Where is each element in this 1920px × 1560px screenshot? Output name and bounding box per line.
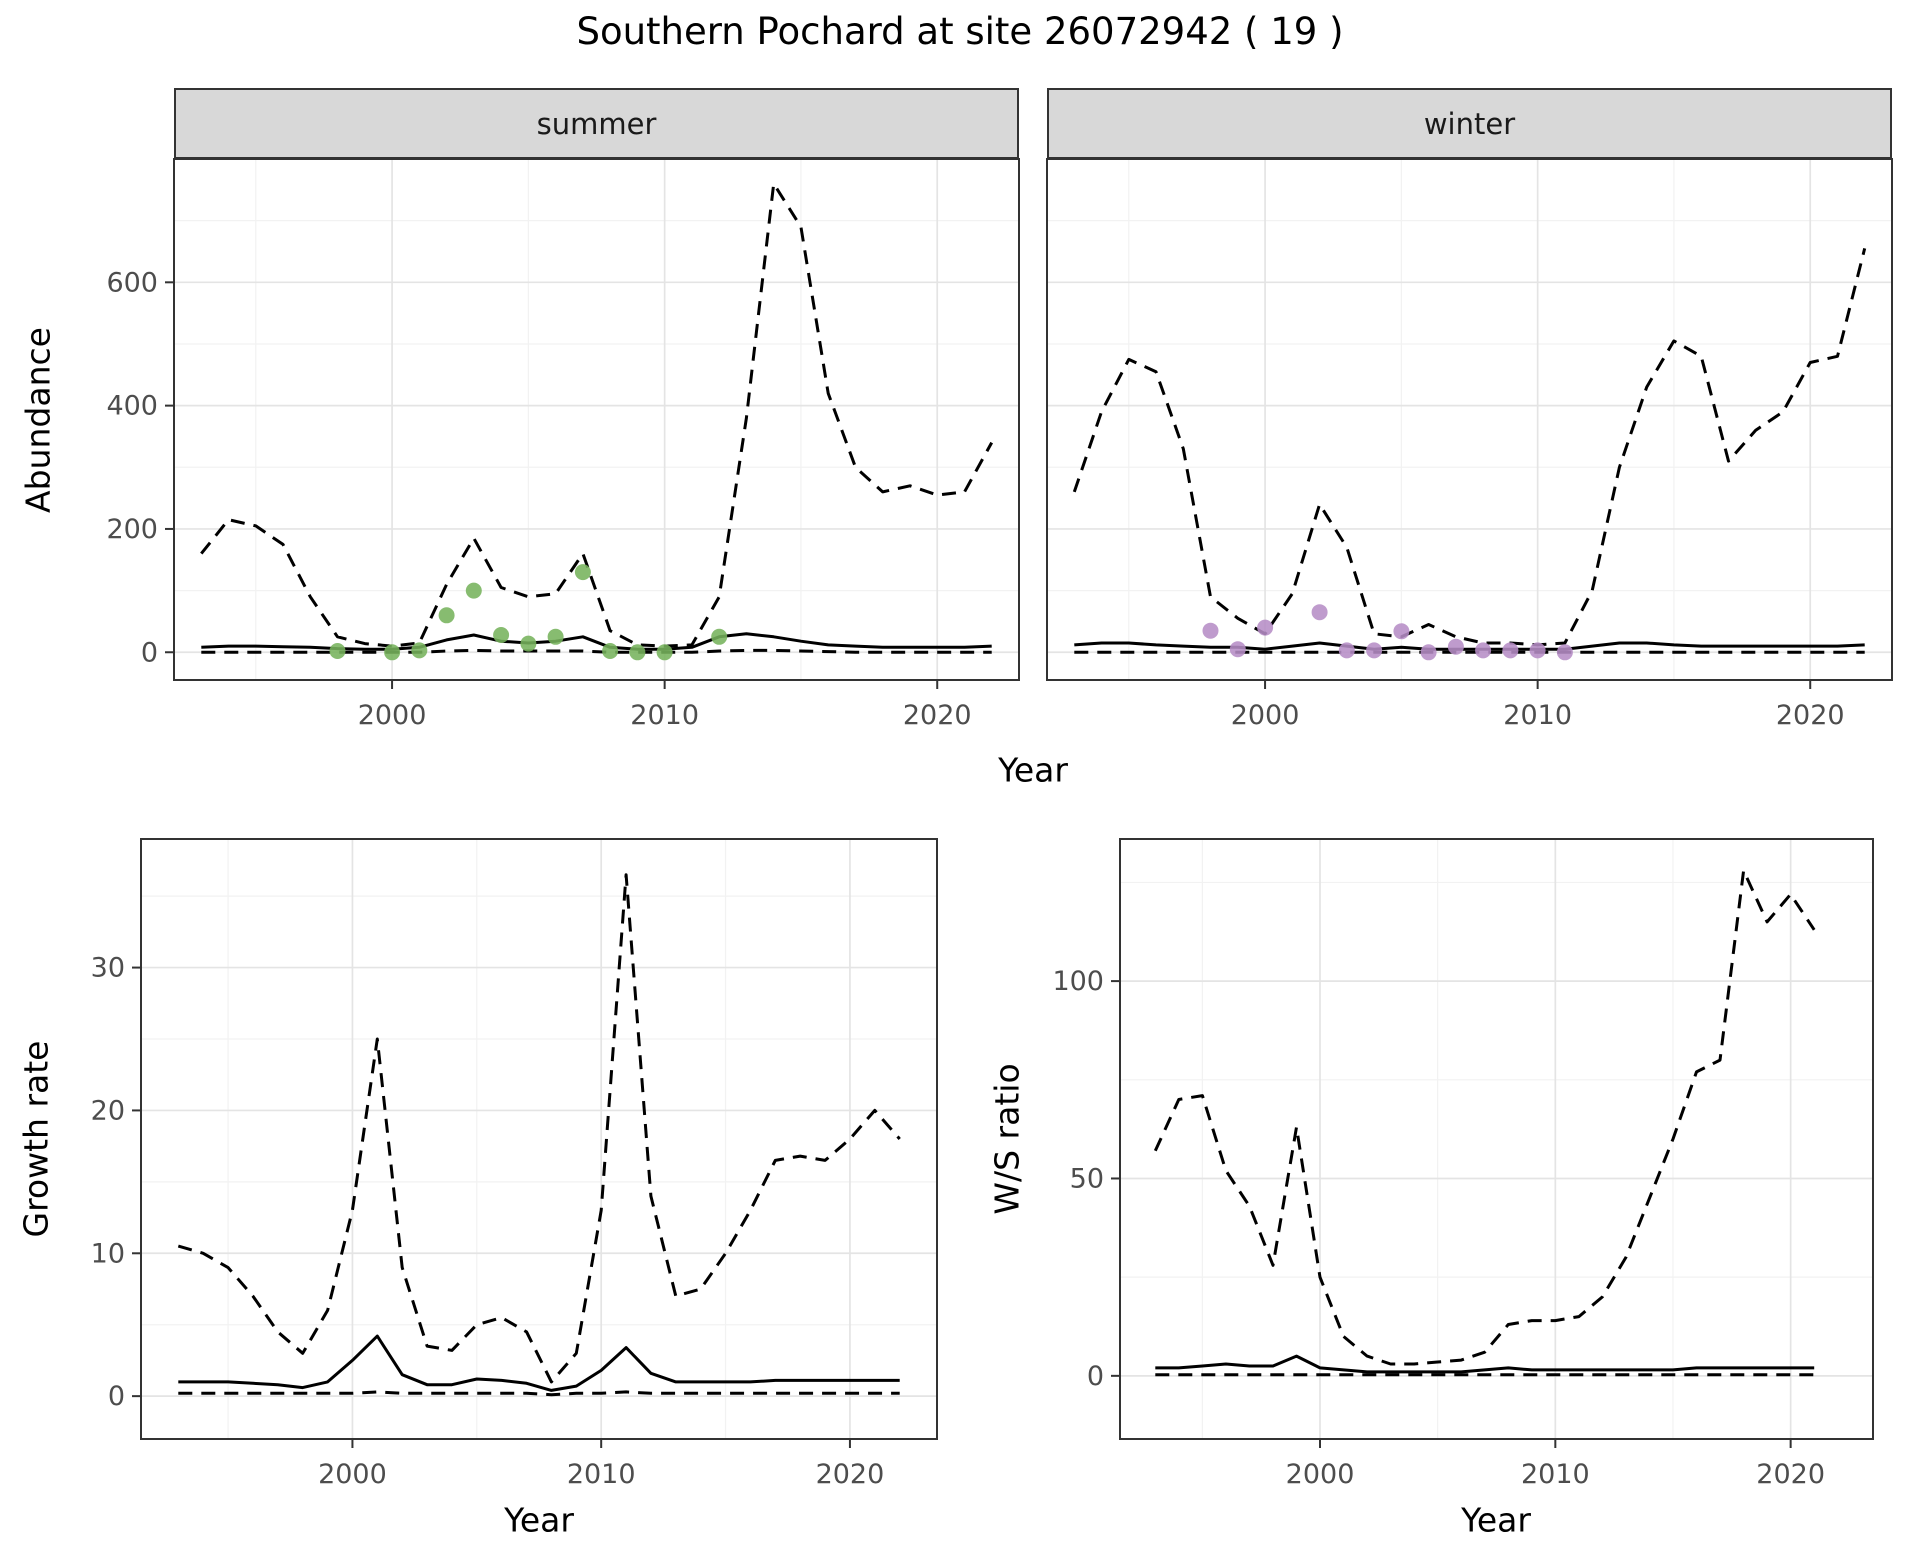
- y-tick-label: 600: [106, 267, 158, 298]
- panel-border: [1119, 838, 1874, 1440]
- x-tick-label: 2000: [358, 700, 427, 731]
- y-tick-label: 20: [91, 1095, 125, 1126]
- y-tick-label: 200: [106, 514, 158, 545]
- panel-background: [1047, 159, 1892, 680]
- panel-growth_rate: 2000 2010 2020 0 10 20 30: [91, 838, 938, 1490]
- observed-point: [1202, 622, 1219, 639]
- x-tick-label: 2020: [816, 1459, 885, 1490]
- panel-background: [141, 839, 937, 1439]
- observed-point: [711, 628, 728, 645]
- series-lower_ci: [201, 648, 992, 654]
- y-axis-label-abundance: Abundance: [18, 327, 58, 513]
- observed-point: [520, 635, 537, 652]
- x-tick-label: 2000: [318, 1459, 387, 1490]
- series-median: [1155, 1354, 1815, 1374]
- chart-title: Southern Pochard at site 26072942 ( 19 ): [576, 10, 1344, 53]
- x-tick-label: 2000: [1231, 700, 1300, 731]
- x-tick-label: 2010: [1521, 1459, 1590, 1490]
- series-upper_ci: [1153, 869, 1816, 1366]
- observed-point: [574, 564, 591, 581]
- facet-strip-winter: winter: [1047, 88, 1892, 159]
- x-axis-label-year-top: Year: [998, 750, 1068, 790]
- observed-point: [1529, 642, 1546, 659]
- observed-point: [1420, 644, 1437, 661]
- y-tick-label: 10: [91, 1238, 125, 1269]
- observed-point: [1257, 619, 1274, 636]
- panel-border: [173, 158, 1020, 681]
- observed-point: [1475, 642, 1492, 659]
- observed-point: [1366, 642, 1383, 659]
- series-upper_ci: [177, 873, 901, 1384]
- observed-point: [438, 607, 455, 624]
- panel-background: [1120, 839, 1873, 1439]
- x-axis-label-year-growth: Year: [504, 1500, 574, 1540]
- observed-point: [1338, 642, 1355, 659]
- panel-border: [1046, 158, 1893, 681]
- y-tick-label: 400: [106, 391, 158, 422]
- observed-point: [602, 643, 619, 659]
- x-tick-label: 2020: [903, 700, 972, 731]
- observed-point: [1311, 604, 1328, 621]
- x-tick-label: 2000: [1286, 1459, 1355, 1490]
- panel-ws_ratio: 2000 2010 2020 0 50 100: [1052, 838, 1874, 1490]
- observed-point: [547, 628, 564, 645]
- observed-point: [384, 644, 401, 661]
- x-axis-label-year-ws: Year: [1461, 1500, 1531, 1540]
- observed-point: [411, 642, 428, 659]
- x-tick-label: 2010: [630, 700, 699, 731]
- series-median: [1074, 641, 1865, 651]
- panel-summer_abundance: 2000 2010 2020 0 200 400 600: [106, 158, 1020, 731]
- series-lower_ci: [178, 1390, 900, 1397]
- y-tick-label: 0: [1087, 1361, 1104, 1392]
- panel-background: [174, 159, 1019, 680]
- series-median: [178, 1334, 900, 1392]
- y-axis-label-growth-rate: Growth rate: [16, 1040, 56, 1238]
- y-tick-label: 0: [141, 637, 158, 668]
- panel-winter_abundance: 2000 2010 2020: [1046, 158, 1893, 731]
- series-upper_ci: [1072, 248, 1867, 647]
- y-tick-label: 50: [1070, 1163, 1104, 1194]
- observed-point: [465, 582, 482, 599]
- x-tick-label: 2010: [1503, 700, 1572, 731]
- facet-strip-summer: summer: [174, 88, 1019, 159]
- x-tick-label: 2020: [1756, 1459, 1825, 1490]
- observed-point: [1447, 638, 1464, 655]
- observed-point: [1229, 641, 1246, 658]
- observed-point: [493, 627, 510, 643]
- observed-point: [656, 644, 673, 661]
- observed-point: [1556, 644, 1573, 661]
- panel-border: [140, 838, 938, 1440]
- y-tick-label: 30: [91, 953, 125, 984]
- observed-point: [329, 643, 346, 659]
- observed-point: [629, 644, 646, 661]
- y-axis-label-ws-ratio: W/S ratio: [987, 1063, 1027, 1215]
- observed-point: [1393, 623, 1410, 640]
- x-tick-label: 2020: [1776, 700, 1845, 731]
- y-tick-label: 100: [1052, 966, 1104, 997]
- observed-point: [1502, 642, 1519, 659]
- y-tick-label: 0: [108, 1381, 125, 1412]
- x-tick-label: 2010: [567, 1459, 636, 1490]
